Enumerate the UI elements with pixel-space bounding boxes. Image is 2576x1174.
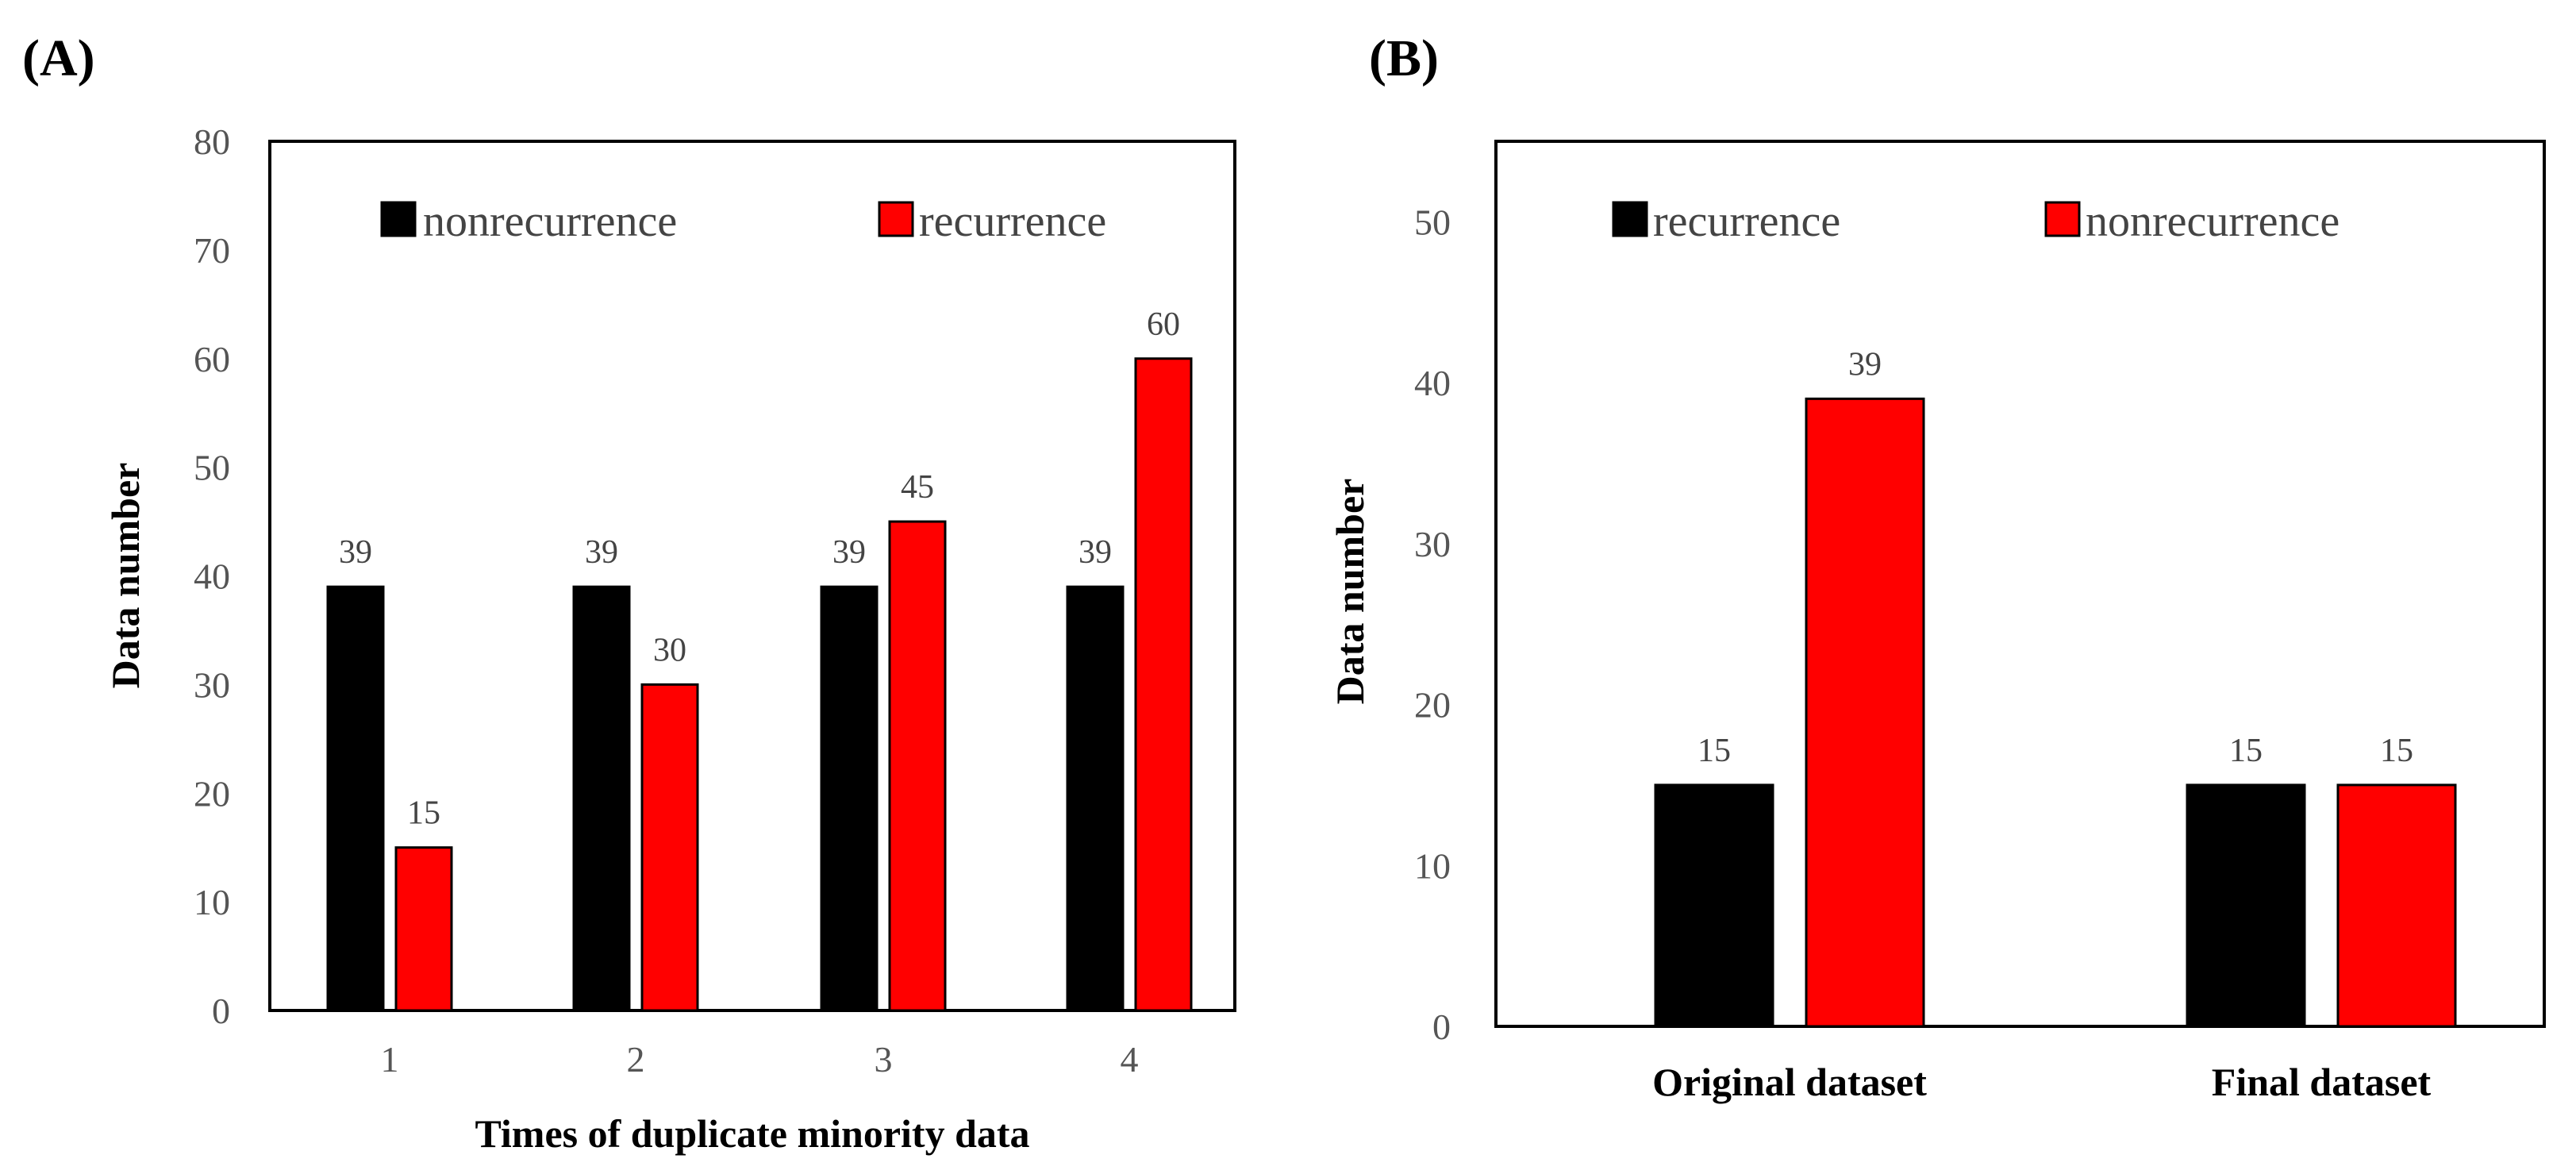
- chart-a-x-axis-title: Times of duplicate minority data: [475, 1111, 1029, 1156]
- chart-b-y-tick-label: 0: [1432, 1007, 1451, 1047]
- chart-b-bar-recurrence-2: [2186, 783, 2306, 1028]
- chart-b-y-axis-title: Data number: [1328, 479, 1372, 705]
- chart-a-data-label: 30: [653, 632, 686, 668]
- legend-b-swatch-0: [1612, 201, 1648, 237]
- legend-b-label-1: nonrecurrence: [2086, 197, 2340, 246]
- chart-b-y-tick-label: 50: [1414, 202, 1451, 242]
- chart-a-y-ticks: 0 10 20 30 40 50 60 70 80: [194, 121, 230, 1031]
- chart-a-y-tick-label: 70: [194, 230, 230, 271]
- panel-b-label: (B): [1369, 29, 1439, 87]
- chart-a-bars: [326, 357, 1193, 1012]
- chart-b-data-labels: 15 39 15 15: [1697, 346, 2413, 769]
- chart-a-x-tick-label: 3: [875, 1039, 893, 1080]
- chart-b-plot-frame: [1494, 140, 2546, 1028]
- chart-a-bar-recurrence-2: [640, 683, 699, 1012]
- chart-a-data-label: 60: [1147, 306, 1180, 343]
- chart-b-data-label: 39: [1848, 346, 1882, 383]
- chart-b-bar-recurrence-1: [1654, 783, 1774, 1028]
- chart-a-x-tick-label: 4: [1121, 1039, 1139, 1080]
- chart-a-bar-recurrence-1: [394, 846, 453, 1012]
- chart-a-x-tick-label: 1: [381, 1039, 399, 1080]
- chart-a-bar-nonrecurrence-4: [1066, 585, 1125, 1012]
- legend-a-swatch-1: [878, 201, 914, 237]
- chart-b-x-tick-label: Final dataset: [2212, 1060, 2432, 1104]
- legend-b-swatch-1: [2044, 201, 2081, 237]
- chart-a-bar-recurrence-4: [1134, 357, 1193, 1012]
- chart-a-bar-nonrecurrence-1: [326, 585, 385, 1012]
- chart-a-data-label: 39: [339, 534, 372, 571]
- chart-b-bar-nonrecurrence-2: [2336, 783, 2457, 1028]
- legend-a-swatch-0: [380, 201, 417, 237]
- chart-a-y-tick-label: 50: [194, 448, 230, 488]
- chart-a-data-label: 15: [407, 795, 440, 832]
- legend-a-label-0: nonrecurrence: [423, 197, 677, 246]
- chart-b: 0 10 20 30 40 50 15 39 15 15 Original dataset Fin…: [1328, 140, 2546, 1104]
- chart-b-data-label: 15: [1697, 733, 1731, 769]
- chart-a-x-ticks: 1 2 3 4: [381, 1039, 1139, 1080]
- chart-b-legend: recurrence nonrecurrence: [1612, 197, 2340, 246]
- chart-b-x-ticks: Original dataset Final dataset: [1652, 1060, 2431, 1104]
- legend-b-label-0: recurrence: [1653, 197, 1840, 246]
- chart-a-y-tick-label: 20: [194, 773, 230, 814]
- chart-a-y-tick-label: 0: [212, 991, 230, 1031]
- chart-a-legend: nonrecurrence recurrence: [380, 197, 1106, 246]
- chart-b-y-tick-label: 20: [1414, 685, 1451, 726]
- chart-a-data-label: 39: [832, 534, 866, 571]
- chart-a-data-label: 39: [1078, 534, 1112, 571]
- chart-b-y-ticks: 0 10 20 30 40 50: [1414, 202, 1451, 1047]
- chart-b-y-tick-label: 40: [1414, 363, 1451, 403]
- chart-b-data-label: 15: [2380, 733, 2413, 769]
- chart-a-bar-nonrecurrence-2: [572, 585, 631, 1012]
- chart-b-bar-nonrecurrence-1: [1805, 397, 1925, 1028]
- chart-a-bar-nonrecurrence-3: [820, 585, 879, 1012]
- chart-a-plot-frame: [268, 140, 1236, 1012]
- chart-b-y-tick-label: 30: [1414, 524, 1451, 564]
- chart-a-data-labels: 39 15 39 30 39 45 39 60: [339, 306, 1180, 832]
- chart-a-y-tick-label: 30: [194, 664, 230, 705]
- chart-a-y-tick-label: 40: [194, 556, 230, 597]
- chart-a-data-label: 45: [901, 469, 934, 506]
- chart-b-data-label: 15: [2229, 733, 2263, 769]
- legend-a-label-1: recurrence: [919, 197, 1106, 246]
- chart-a-y-tick-label: 10: [194, 882, 230, 922]
- chart-a-bar-recurrence-3: [888, 520, 947, 1012]
- chart-b-x-tick-label: Original dataset: [1652, 1060, 1927, 1104]
- chart-a-y-tick-label: 80: [194, 121, 230, 162]
- panel-a-label: (A): [22, 29, 95, 87]
- chart-a-y-axis-title: Data number: [103, 463, 148, 689]
- chart-b-y-tick-label: 10: [1414, 845, 1451, 886]
- chart-a-y-tick-label: 60: [194, 339, 230, 379]
- chart-b-bars: [1654, 397, 2457, 1028]
- chart-a-data-label: 39: [585, 534, 618, 571]
- chart-a-x-tick-label: 2: [627, 1039, 645, 1080]
